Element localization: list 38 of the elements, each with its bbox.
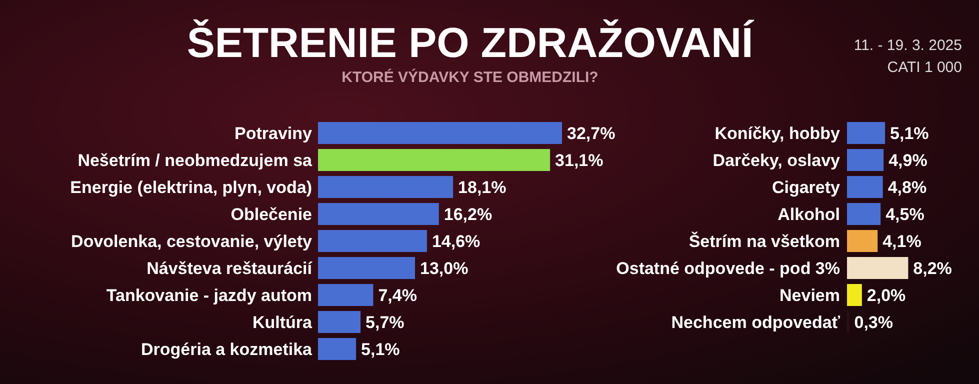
data-label: 4,1% (882, 232, 922, 251)
chart-subtitle: KTORÉ VÝDAVKY STE OBMEDZILI? (342, 68, 598, 86)
data-label: 4,9% (888, 150, 928, 170)
text: 11. - 19. 3. 2025 (854, 37, 962, 54)
y-tick-label: Nešetrím / neobmedzujem sa (78, 150, 313, 170)
data-label: 13,0% (420, 258, 468, 278)
y-tick-label: Potraviny (234, 124, 313, 143)
y-tick-label: Darčeky, oslavy (712, 150, 841, 170)
y-tick-label: Oblečenie (230, 204, 312, 224)
data-label: 4,5% (886, 204, 924, 224)
data-label: 7,4% (378, 286, 417, 305)
y-tick-label: Cigarety (772, 178, 841, 197)
data-label: 5,1% (890, 124, 929, 143)
data-label: 0,3% (854, 312, 893, 332)
data-label: 8,2% (913, 258, 952, 278)
data-label: 14,6% (432, 232, 480, 251)
y-tick-label: Nechcem odpovedať (671, 312, 841, 332)
text: CATI 1 000 (887, 59, 962, 76)
data-label: 4,8% (888, 178, 927, 197)
y-tick-label: Šetrím na všetkom (688, 230, 840, 251)
data-label: 31,1% (555, 150, 604, 170)
y-tick-label: Drogéria a kozmetika (140, 340, 313, 359)
data-label: 16,2% (444, 204, 492, 224)
data-label: 5,7% (366, 312, 404, 332)
chart-title: ŠETRENIE PO ZDRAŽOVANÍ (186, 19, 754, 66)
data-label: 18,1% (458, 178, 506, 197)
y-tick-label: Energie (elektrina, plyn, voda) (70, 178, 312, 197)
data-label: 5,1% (361, 340, 400, 359)
y-tick-label: Kultúra (252, 312, 313, 332)
y-tick-label: Koníčky, hobby (714, 124, 841, 143)
y-tick-label: Dovolenka, cestovanie, výlety (71, 232, 313, 251)
y-tick-label: Neviem (780, 286, 840, 305)
y-tick-label: Alkohol (778, 204, 840, 224)
y-tick-label: Ostatné odpovede - pod 3% (616, 258, 840, 278)
y-tick-label: Tankovanie - jazdy autom (106, 286, 312, 305)
y-tick-label: Návšteva reštaurácií (146, 258, 314, 278)
data-label: 2,0% (866, 286, 906, 305)
data-label: 32,7% (567, 124, 616, 143)
